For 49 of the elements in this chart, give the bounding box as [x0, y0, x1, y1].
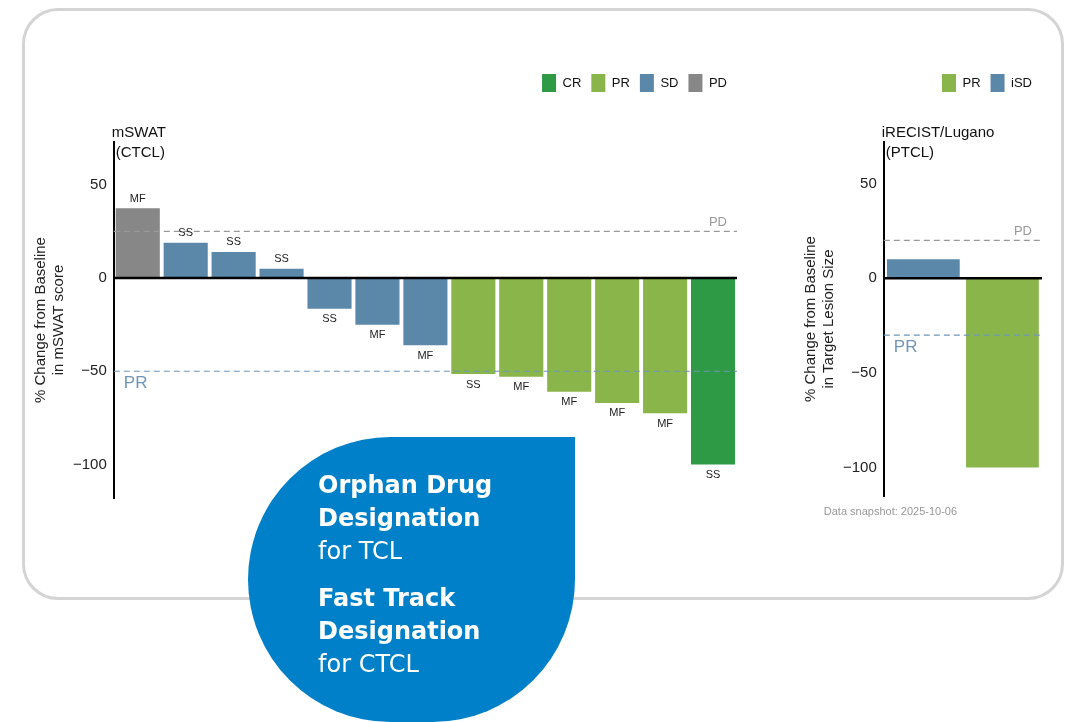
- legend-label: PR: [611, 74, 630, 90]
- legend-label: iSD: [1011, 74, 1033, 90]
- bar: [643, 278, 688, 414]
- data-label: MF: [657, 416, 674, 429]
- badge: Orphan Drug Designation for TCL Fast Track Designation for CTCL: [248, 437, 575, 722]
- bar: [403, 278, 448, 346]
- bar: [163, 242, 208, 279]
- data-label: SS: [226, 235, 241, 248]
- y-tick-label: −50: [851, 363, 877, 381]
- y-tick-label: 50: [860, 173, 877, 191]
- data-label: SS: [705, 467, 721, 480]
- data-label: MF: [513, 380, 530, 393]
- legend-label: CR: [562, 74, 582, 90]
- data-label: SS: [465, 377, 481, 390]
- y-tick-label: −50: [81, 361, 107, 379]
- bar: [115, 208, 160, 279]
- y-tick-label: 50: [90, 175, 107, 193]
- bar: [499, 278, 544, 377]
- ref-line-label: PD: [1013, 222, 1032, 238]
- bar: [547, 278, 592, 392]
- y-tick-label: −100: [842, 457, 877, 475]
- bar: [451, 278, 496, 375]
- data-label: MF: [561, 395, 578, 408]
- data-label: MF: [417, 348, 434, 361]
- y-axis-title: % Change from Baseline in mSWAT score: [31, 237, 67, 403]
- data-label: MF: [369, 328, 386, 341]
- bar: [355, 278, 400, 325]
- data-label: SS: [178, 226, 194, 239]
- chart-title: mSWAT (CTCL): [111, 122, 166, 160]
- bar: [595, 278, 640, 403]
- data-label: SS: [322, 312, 337, 325]
- ref-line-label: PR: [893, 337, 918, 357]
- legend-label: PR: [962, 74, 981, 90]
- y-tick-label: −100: [72, 454, 107, 472]
- data-label: SS: [274, 252, 289, 265]
- ref-line-label: PD: [708, 213, 727, 229]
- legend-label: SD: [660, 74, 679, 90]
- y-tick-label: 0: [98, 268, 107, 286]
- chart-title: iRECIST/Lugano (PTCL): [881, 122, 995, 160]
- bar: [307, 278, 352, 309]
- bar: [211, 251, 256, 279]
- data-label: MF: [129, 191, 146, 204]
- bar: [690, 278, 736, 465]
- text: Data snapshot: 2025-10-06: [823, 504, 958, 517]
- data-label: MF: [609, 406, 626, 419]
- y-tick-label: 0: [868, 268, 877, 286]
- legend-label: PD: [708, 74, 727, 90]
- y-axis-title: % Change from Baseline in Target Lesion Size: [801, 236, 837, 402]
- ref-line-label: PR: [123, 373, 148, 393]
